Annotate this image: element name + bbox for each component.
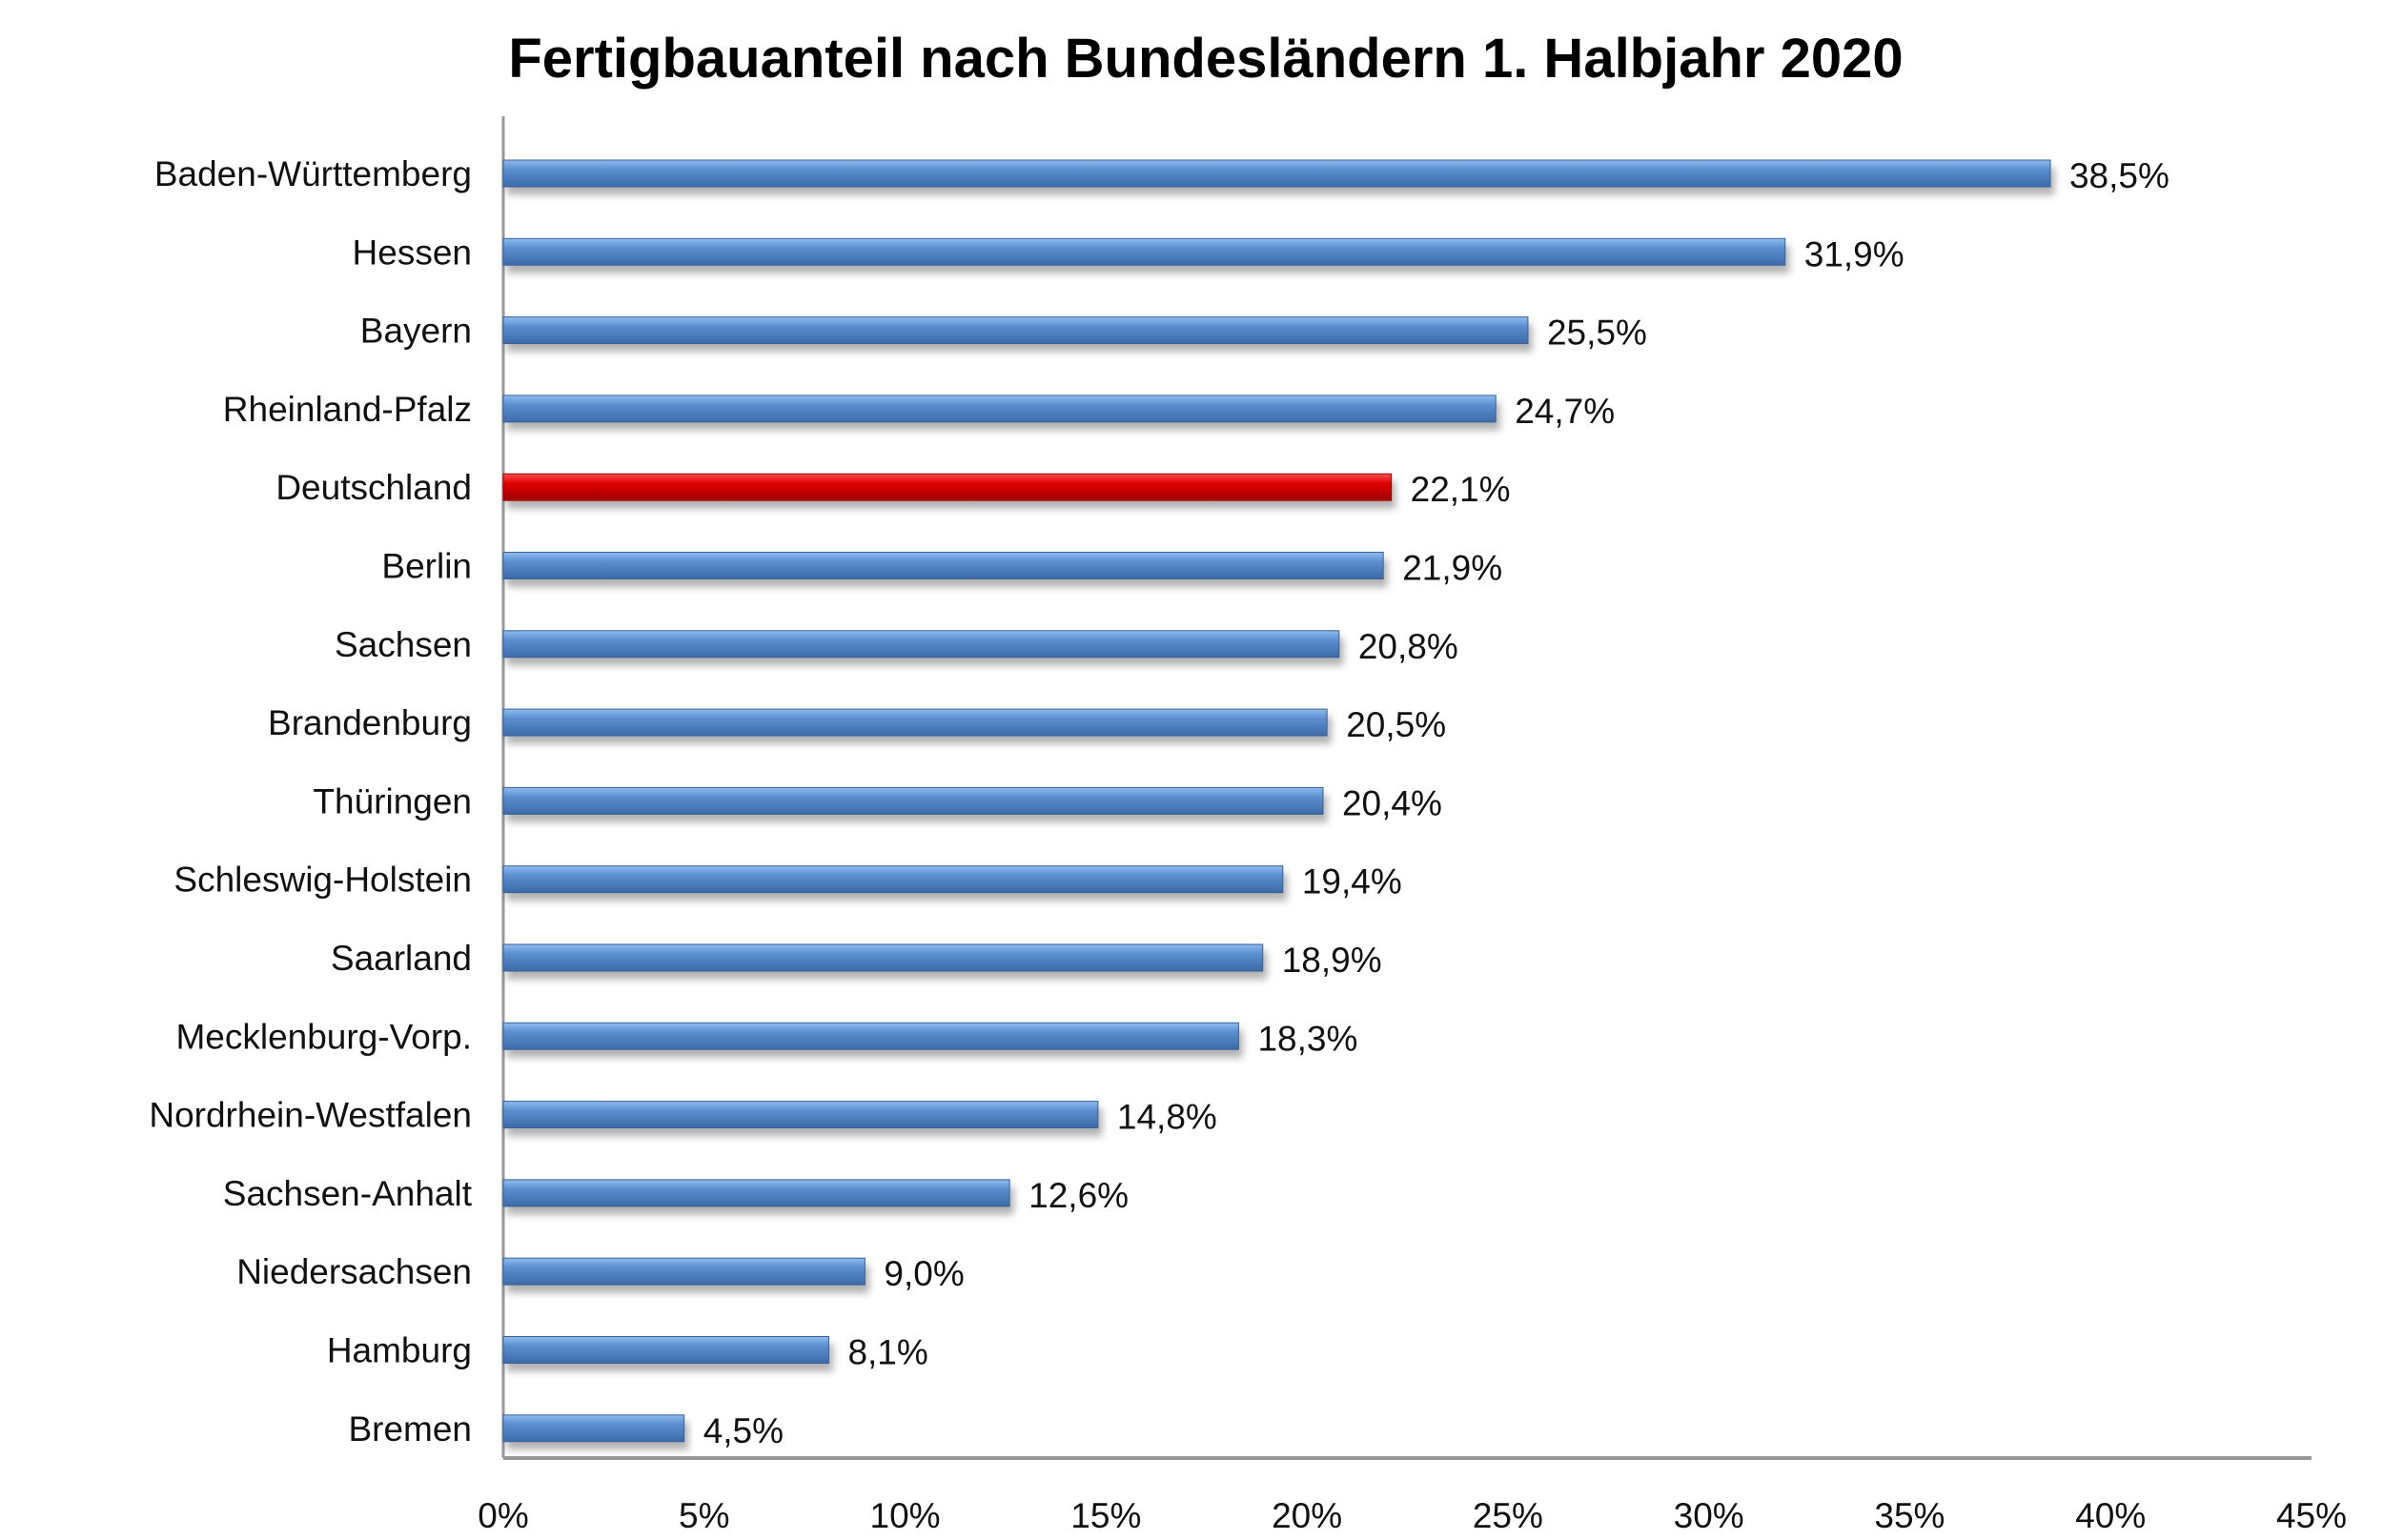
x-tick-label: 0% — [478, 1496, 528, 1535]
bar — [502, 786, 1324, 815]
data-label: 21,9% — [1402, 549, 1502, 588]
category-label: Saarland — [331, 939, 472, 978]
bar — [502, 943, 1264, 972]
x-tick-label: 5% — [679, 1496, 729, 1535]
category-label: Hamburg — [327, 1331, 472, 1370]
data-label: 18,9% — [1282, 941, 1382, 980]
category-label: Sachsen-Anhalt — [223, 1174, 473, 1213]
data-label: 18,3% — [1257, 1019, 1357, 1058]
bar — [502, 395, 1497, 423]
category-label: Nordrhein-Westfalen — [149, 1096, 472, 1135]
bar — [502, 1257, 866, 1286]
category-label: Deutschland — [275, 468, 472, 507]
data-label: 9,0% — [884, 1254, 964, 1293]
x-tick-label: 10% — [870, 1496, 941, 1535]
chart-title: Fertigbauanteil nach Bundesländern 1. Ha… — [508, 28, 1904, 90]
category-label: Brandenburg — [268, 703, 472, 742]
category-label: Rheinland-Pfalz — [223, 390, 472, 429]
x-tick-label: 25% — [1473, 1496, 1543, 1535]
x-tick-label: 30% — [1674, 1496, 1744, 1535]
category-label: Schleswig-Holstein — [173, 861, 472, 900]
bar — [502, 237, 1786, 266]
data-label: 4,5% — [703, 1411, 784, 1450]
data-label: 19,4% — [1302, 862, 1402, 902]
bar — [502, 316, 1529, 345]
category-label: Sachsen — [335, 625, 472, 664]
x-tick-label: 40% — [2075, 1496, 2146, 1535]
data-label: 25,5% — [1547, 314, 1647, 353]
category-label: Thüringen — [313, 781, 472, 821]
category-label: Hessen — [353, 233, 472, 272]
bar — [502, 1336, 829, 1364]
data-label: 8,1% — [847, 1333, 927, 1372]
data-label: 20,8% — [1358, 627, 1458, 666]
data-label: 22,1% — [1411, 470, 1511, 509]
bar — [502, 1179, 1010, 1207]
category-label: Mecklenburg-Vorp. — [175, 1017, 472, 1056]
data-label: 20,5% — [1346, 705, 1446, 744]
bar — [502, 708, 1328, 737]
category-label: Bremen — [348, 1409, 472, 1449]
data-label: 38,5% — [2069, 156, 2169, 195]
category-label: Berlin — [381, 547, 472, 586]
category-label: Bayern — [360, 312, 472, 351]
category-label: Baden-Württemberg — [154, 154, 472, 193]
bar — [502, 1414, 685, 1443]
bar — [502, 865, 1284, 894]
data-label: 31,9% — [1804, 234, 1904, 274]
data-label: 14,8% — [1117, 1098, 1217, 1137]
bar-highlight — [502, 473, 1393, 501]
data-label: 24,7% — [1515, 392, 1615, 431]
x-tick-label: 15% — [1070, 1496, 1141, 1535]
bar — [502, 1101, 1099, 1129]
data-label: 12,6% — [1029, 1176, 1129, 1215]
bar — [502, 159, 2051, 188]
data-label: 20,4% — [1342, 783, 1442, 822]
x-tick-label: 35% — [1874, 1496, 1945, 1535]
category-label: Niedersachsen — [236, 1252, 472, 1291]
bar — [502, 630, 1340, 659]
bar — [502, 552, 1384, 579]
x-tick-label: 20% — [1272, 1496, 1342, 1535]
x-tick-label: 45% — [2276, 1496, 2347, 1535]
bar — [502, 1022, 1239, 1050]
